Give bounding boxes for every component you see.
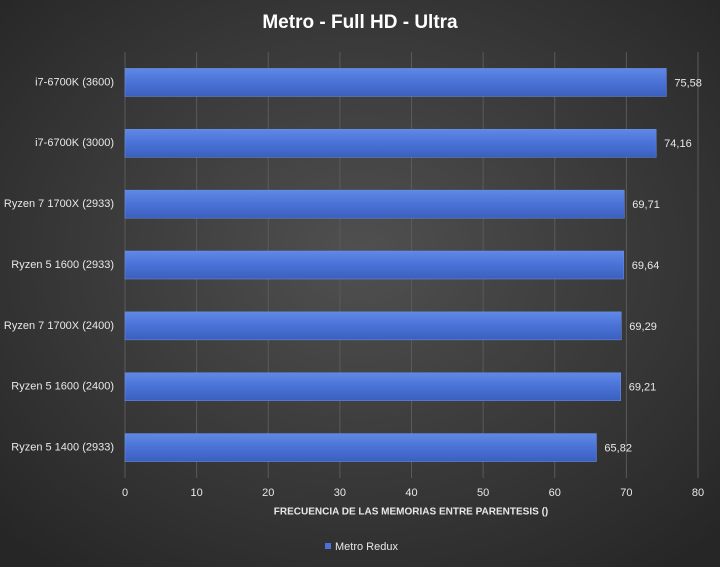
x-tick-label: 30 — [334, 487, 346, 499]
value-label: 74,16 — [664, 138, 692, 150]
y-tick-label: i7-6700K (3600) — [35, 76, 114, 88]
x-axis-label: FRECUENCIA DE LAS MEMORIAS ENTRE PARENTE… — [274, 507, 548, 518]
bar — [124, 311, 622, 341]
bar — [124, 189, 625, 219]
value-label: 75,58 — [674, 77, 702, 89]
x-tick-label: 60 — [549, 487, 561, 499]
bar — [124, 250, 625, 280]
x-tick-label: 10 — [191, 487, 203, 499]
y-tick-label: Ryzen 7 1700X (2400) — [4, 320, 114, 332]
x-tick-label: 40 — [405, 487, 417, 499]
x-tick-label: 80 — [692, 487, 704, 499]
legend-swatch — [325, 543, 331, 549]
y-tick-label: Ryzen 5 1600 (2933) — [11, 259, 114, 271]
bar — [124, 68, 667, 97]
bar — [124, 433, 597, 462]
value-label: 69,29 — [629, 321, 657, 333]
y-tick-label: i7-6700K (3000) — [35, 137, 114, 149]
x-tick-label: 20 — [262, 487, 274, 499]
value-label: 69,71 — [632, 199, 660, 211]
y-tick-label: Ryzen 5 1400 (2933) — [11, 441, 114, 453]
y-tick-label: Ryzen 5 1600 (2400) — [11, 381, 114, 393]
x-tick-label: 50 — [477, 487, 489, 499]
x-tick-label: 0 — [122, 487, 128, 499]
value-label: 65,82 — [604, 442, 632, 454]
x-tick-label: 70 — [620, 487, 632, 499]
chart-title: Metro - Full HD - Ultra — [262, 12, 458, 33]
value-label: 69,21 — [629, 382, 657, 394]
y-tick-label: Ryzen 7 1700X (2933) — [4, 198, 114, 210]
bar — [124, 372, 621, 401]
legend-label: Metro Redux — [335, 541, 398, 553]
bar — [124, 129, 657, 158]
value-label: 69,64 — [632, 260, 660, 272]
